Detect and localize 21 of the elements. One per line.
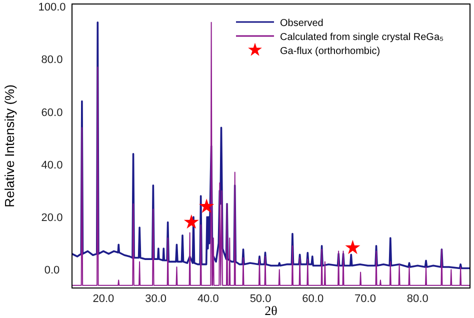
x-tick-label: 30.0	[145, 293, 166, 305]
x-tick-label: 20.0	[92, 293, 114, 305]
legend-label: Observed	[280, 18, 324, 29]
x-axis-title: 2θ	[264, 303, 278, 318]
y-tick-label: 0.0	[44, 264, 60, 277]
y-tick-label: 40.0	[41, 159, 63, 172]
point	[199, 198, 214, 213]
y-tick-label: 80.0	[41, 54, 63, 66]
y-tick-label: 100.0	[38, 2, 66, 14]
point	[184, 214, 199, 229]
y-tick-label: 20.0	[41, 212, 63, 224]
x-tick-label: 80.0	[406, 293, 428, 305]
x-tick-label: 70.0	[354, 293, 376, 305]
x-tick-label: 40.0	[197, 293, 219, 305]
legend-label: Calculated from single crystal ReGa₅	[280, 32, 444, 43]
y-tick-label: 60.0	[41, 106, 63, 119]
point	[345, 240, 360, 254]
x-tick-label: 50.0	[250, 293, 272, 305]
y-axis-title: Relative Intensity (%)	[2, 84, 17, 208]
legend-label: Ga-flux (orthorhombic)	[280, 46, 380, 57]
x-tick-label: 60.0	[302, 293, 324, 305]
